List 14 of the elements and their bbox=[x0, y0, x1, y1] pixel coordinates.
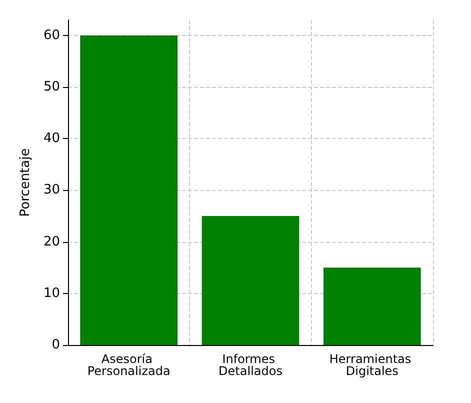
y-tick-label: 20 bbox=[43, 234, 60, 250]
y-tick-label: 40 bbox=[43, 131, 60, 146]
x-tick-label: Asesoría Personalizada bbox=[87, 352, 170, 378]
y-tick-label: 0 bbox=[52, 338, 60, 352]
bar bbox=[80, 35, 178, 345]
y-tick-label: 30 bbox=[43, 182, 60, 198]
x-tick-label: Herramientas Digitales bbox=[329, 352, 415, 378]
y-tick-label: 10 bbox=[43, 286, 60, 301]
y-tick-label: 60 bbox=[43, 28, 60, 43]
bar bbox=[324, 268, 421, 345]
y-tick-label: 50 bbox=[43, 80, 60, 95]
x-tick-label: Informes Detallados bbox=[218, 352, 282, 378]
y-axis-title: Porcentaje bbox=[18, 148, 33, 217]
bar bbox=[202, 216, 300, 345]
